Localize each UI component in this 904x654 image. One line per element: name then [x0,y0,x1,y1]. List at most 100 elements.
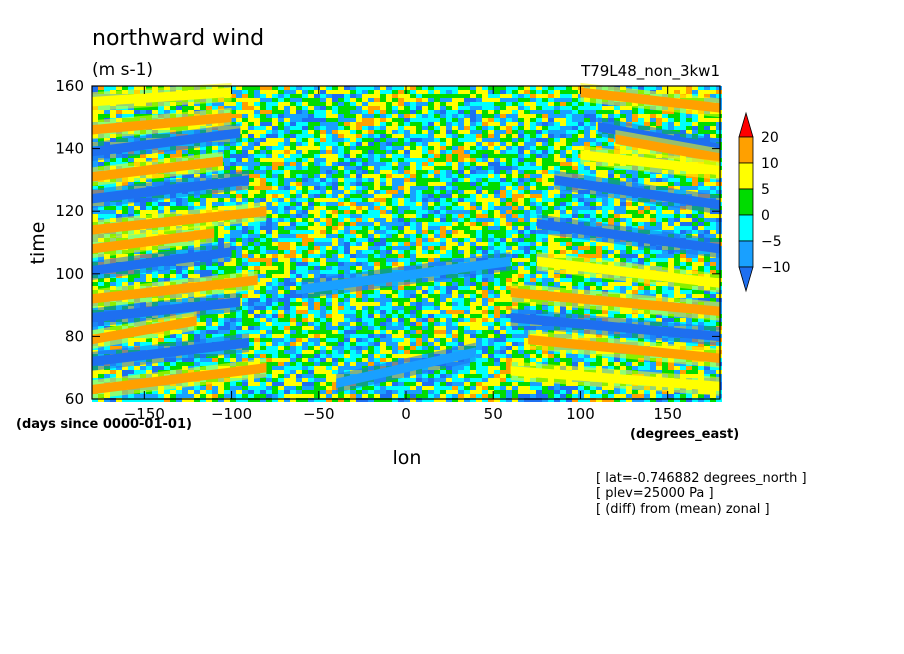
field-cell [278,150,284,154]
field-cell [326,142,332,146]
field-cell [692,266,698,270]
field-cell [224,230,230,234]
field-cell [386,238,392,242]
field-cell [386,138,392,142]
field-cell [392,158,398,162]
field-cell [386,186,392,190]
field-cell [182,150,188,154]
field-cell [272,246,278,250]
field-cell [692,178,698,182]
field-cell [374,222,380,226]
field-cell [278,246,284,250]
field-cell [614,198,620,202]
field-cell [458,222,464,226]
field-cell [524,206,530,210]
field-cell [578,110,584,114]
field-cell [332,222,338,226]
field-cell [518,198,524,202]
field-cell [188,206,194,210]
field-cell [404,186,410,190]
field-cell [368,226,374,230]
field-cell [422,174,428,178]
field-cell [254,254,260,258]
field-cell [398,254,404,258]
field-cell [254,170,260,174]
field-cell [500,94,506,98]
field-cell [344,118,350,122]
field-cell [686,182,692,186]
field-cell [116,114,122,118]
field-cell [320,258,326,262]
field-cell [494,142,500,146]
field-cell [566,122,572,126]
field-cell [578,166,584,170]
field-cell [392,134,398,138]
field-cell [350,106,356,110]
field-cell [242,90,248,94]
field-cell [548,206,554,210]
field-cell [494,86,500,90]
field-cell [554,126,560,130]
field-cell [620,250,626,254]
field-cell [422,130,428,134]
field-cell [650,174,656,178]
field-cell [368,218,374,222]
field-cell [332,142,338,146]
field-cell [374,186,380,190]
field-cell [524,154,530,158]
field-cell [440,202,446,206]
field-cell [686,126,692,130]
field-cell [476,226,482,230]
field-cell [332,250,338,254]
field-cell [488,210,494,214]
field-cell [290,194,296,198]
field-cell [530,250,536,254]
field-cell [284,138,290,142]
field-cell [392,174,398,178]
field-cell [638,178,644,182]
field-cell [362,218,368,222]
field-cell [260,174,266,178]
field-cell [152,210,158,214]
field-cell [296,186,302,190]
field-cell [338,210,344,214]
field-cell [626,86,632,90]
field-cell [416,246,422,250]
field-cell [704,230,710,234]
field-cell [626,170,632,174]
field-cell [254,142,260,146]
field-cell [470,86,476,90]
field-cell [614,114,620,118]
field-cell [98,258,104,262]
field-cell [248,170,254,174]
field-cell [224,194,230,198]
field-cell [506,218,512,222]
field-cell [422,206,428,210]
field-cell [680,218,686,222]
field-cell [590,242,596,246]
field-cell [236,270,242,274]
field-cell [302,166,308,170]
field-cell [296,170,302,174]
field-cell [260,122,266,126]
field-cell [686,86,692,90]
field-cell [440,254,446,258]
field-cell [242,118,248,122]
field-cell [386,242,392,246]
field-cell [326,166,332,170]
field-cell [434,246,440,250]
field-cell [596,170,602,174]
field-cell [554,138,560,142]
field-cell [476,234,482,238]
field-cell [440,190,446,194]
field-cell [428,226,434,230]
field-cell [254,266,260,270]
field-cell [332,190,338,194]
field-cell [194,194,200,198]
field-cell [374,254,380,258]
field-cell [248,102,254,106]
field-cell [668,90,674,94]
field-cell [656,174,662,178]
field-cell [476,254,482,258]
field-cell [326,242,332,246]
